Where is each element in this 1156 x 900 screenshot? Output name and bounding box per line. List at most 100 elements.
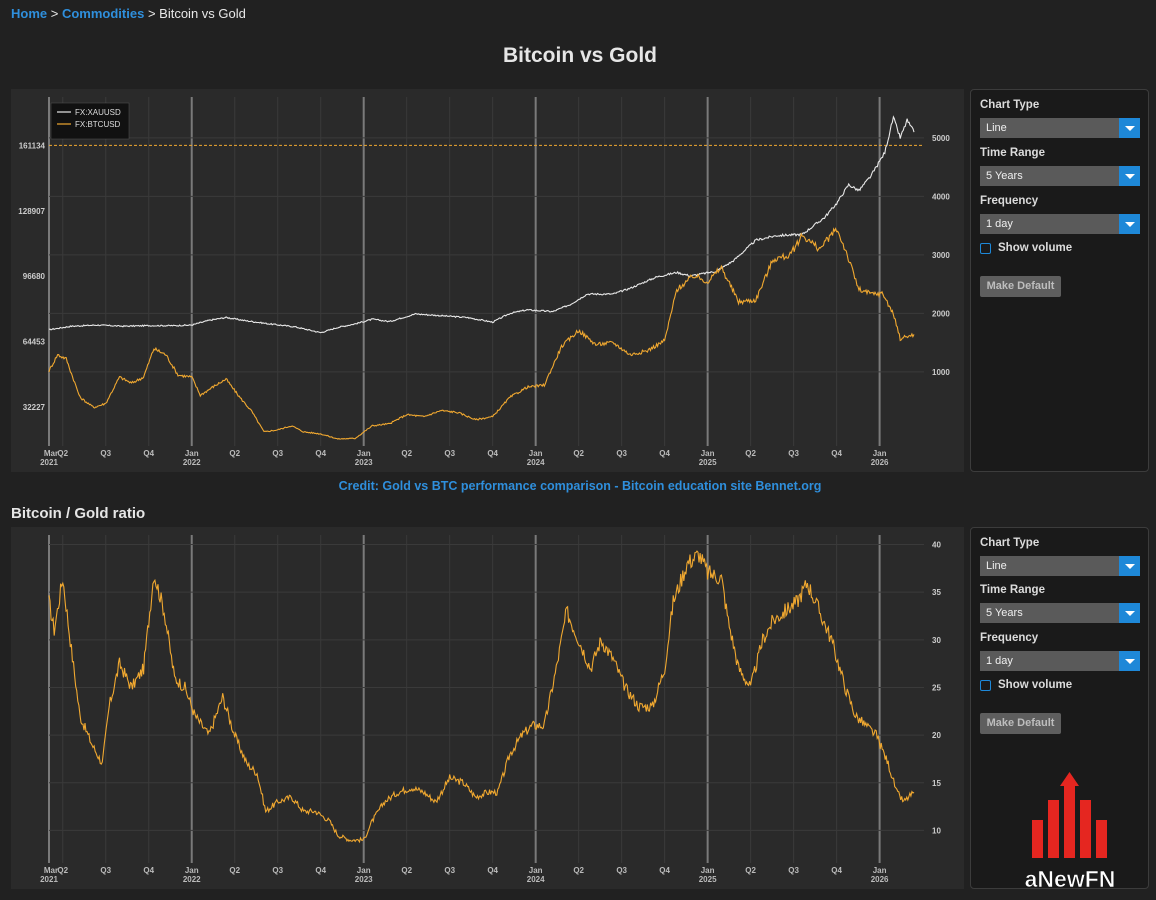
credit-link[interactable]: Credit: Gold vs BTC performance comparis…	[338, 479, 822, 493]
y-right-tick-label: 3000	[932, 251, 950, 260]
x-tick-label: Q4	[315, 866, 326, 875]
y-right-tick-label: 20	[932, 731, 941, 740]
show-volume-label[interactable]: Show volume	[998, 679, 1073, 691]
show-volume-label[interactable]: Show volume	[998, 242, 1073, 254]
chevron-down-icon[interactable]	[1119, 556, 1140, 576]
x-tick-label: Q4	[143, 449, 154, 458]
chevron-down-icon[interactable]	[1119, 118, 1140, 138]
x-tick-label: Mar	[44, 866, 58, 875]
series-line-ratio	[48, 550, 915, 844]
chevron-down-icon[interactable]	[1119, 603, 1140, 623]
y-right-tick-label: 15	[932, 779, 941, 788]
x-tick-label: Q4	[831, 449, 842, 458]
chart-type-label: Chart Type	[980, 537, 1040, 549]
x-tick-label: Q3	[100, 449, 111, 458]
logo-arrow	[1060, 772, 1079, 786]
frequency-select[interactable]: 1 day	[980, 214, 1140, 234]
x-tick-label: Jan	[529, 866, 543, 875]
x-tick-label: 2021	[40, 875, 58, 884]
chevron-down-icon[interactable]	[1119, 166, 1140, 186]
time-range-select[interactable]: 5 Years	[980, 603, 1140, 623]
x-tick-label: Jan	[185, 866, 199, 875]
x-tick-label: Q2	[745, 866, 756, 875]
x-tick-label: 2024	[527, 458, 545, 467]
x-tick-label: 2022	[183, 875, 201, 884]
frequency-label: Frequency	[980, 632, 1039, 644]
time-range-label: Time Range	[980, 584, 1045, 596]
anewfn-logo: aNewFN	[1024, 772, 1116, 892]
x-tick-label: Q2	[573, 866, 584, 875]
breadcrumb-current: Bitcoin vs Gold	[159, 6, 246, 21]
y-right-tick-label: 25	[932, 683, 941, 692]
x-tick-label: Jan	[701, 866, 715, 875]
y-right-tick-label: 5000	[932, 134, 950, 143]
chart-type-label: Chart Type	[980, 99, 1040, 111]
x-tick-label: Mar	[44, 449, 58, 458]
y-left-tick-label: 128907	[18, 207, 45, 216]
x-tick-label: Q3	[444, 449, 455, 458]
frequency-value: 1 day	[986, 655, 1013, 667]
y-right-tick-label: 2000	[932, 309, 950, 318]
chart-type-select[interactable]: Line	[980, 118, 1140, 138]
price-chart[interactable]: Mar 2021 Q2 Q3 Q4 Jan 2022 Q2 Q3 Q4 Jan 2023 Q2 Q3 Q4 J…	[11, 89, 964, 472]
logo-bar	[1096, 820, 1107, 858]
ratio-chart[interactable]: Mar 2021 Q2 Q3 Q4 Jan 2022 Q2 Q3 Q4 Jan 2023 Q2 Q3 Q4 J…	[11, 527, 964, 889]
x-tick-label: 2024	[527, 875, 545, 884]
x-tick-label: 2026	[871, 875, 889, 884]
chevron-down-icon[interactable]	[1119, 214, 1140, 234]
x-tick-label: Jan	[873, 449, 887, 458]
y-right-tick-label: 35	[932, 588, 941, 597]
x-tick-label: Q3	[444, 866, 455, 875]
logo-bar	[1080, 800, 1091, 858]
x-tick-label: Q2	[745, 449, 756, 458]
x-tick-label: 2021	[40, 458, 58, 467]
ratio-chart-controls: Chart Type Line Time Range 5 Years Frequ…	[970, 527, 1149, 889]
x-tick-label: Q2	[573, 449, 584, 458]
price-chart-controls: Chart Type Line Time Range 5 Years Frequ…	[970, 89, 1149, 472]
x-tick-label: Q4	[315, 449, 326, 458]
x-tick-label: Q2	[229, 449, 240, 458]
make-default-button[interactable]: Make Default	[980, 276, 1061, 297]
make-default-button[interactable]: Make Default	[980, 713, 1061, 734]
breadcrumb-home-link[interactable]: Home	[11, 6, 48, 21]
chart-type-select[interactable]: Line	[980, 556, 1140, 576]
time-range-value: 5 Years	[986, 607, 1023, 619]
chevron-down-icon[interactable]	[1119, 651, 1140, 671]
x-tick-label: Q3	[616, 866, 627, 875]
y-left-tick-label: 96680	[23, 272, 46, 281]
x-tick-label: Jan	[357, 449, 371, 458]
x-tick-label: Q2	[401, 449, 412, 458]
show-volume-checkbox[interactable]	[980, 243, 991, 254]
x-tick-label: Q3	[788, 866, 799, 875]
x-tick-label: Q2	[229, 866, 240, 875]
logo-bar	[1048, 800, 1059, 858]
logo-bar	[1032, 820, 1043, 858]
x-tick-label: Q4	[487, 866, 498, 875]
y-left-tick-label: 64453	[23, 338, 46, 347]
series-line-fx-btcusd	[48, 227, 915, 440]
breadcrumb-commodities-link[interactable]: Commodities	[61, 6, 145, 21]
x-tick-label: Q2	[401, 866, 412, 875]
legend-entry: FX:XAUUSD	[75, 108, 121, 117]
series-line-fx-xauusd	[48, 115, 915, 334]
show-volume-checkbox[interactable]	[980, 680, 991, 691]
frequency-select[interactable]: 1 day	[980, 651, 1140, 671]
y-left-tick-label: 161134	[19, 141, 46, 150]
ratio-section-title: Bitcoin / Gold ratio	[11, 505, 146, 522]
x-tick-label: 2025	[699, 458, 717, 467]
y-right-tick-label: 4000	[932, 192, 950, 201]
frequency-label: Frequency	[980, 195, 1039, 207]
x-tick-label: Q4	[659, 449, 670, 458]
time-range-label: Time Range	[980, 147, 1045, 159]
breadcrumb-separator: >	[50, 6, 59, 21]
y-right-tick-label: 40	[932, 541, 941, 550]
x-tick-label: 2026	[871, 458, 889, 467]
x-tick-label: Jan	[357, 866, 371, 875]
y-right-tick-label: 10	[932, 826, 941, 835]
x-tick-label: Jan	[185, 449, 199, 458]
logo-bar	[1064, 784, 1075, 858]
time-range-select[interactable]: 5 Years	[980, 166, 1140, 186]
breadcrumb: Home > Commodities > Bitcoin vs Gold	[11, 6, 246, 21]
